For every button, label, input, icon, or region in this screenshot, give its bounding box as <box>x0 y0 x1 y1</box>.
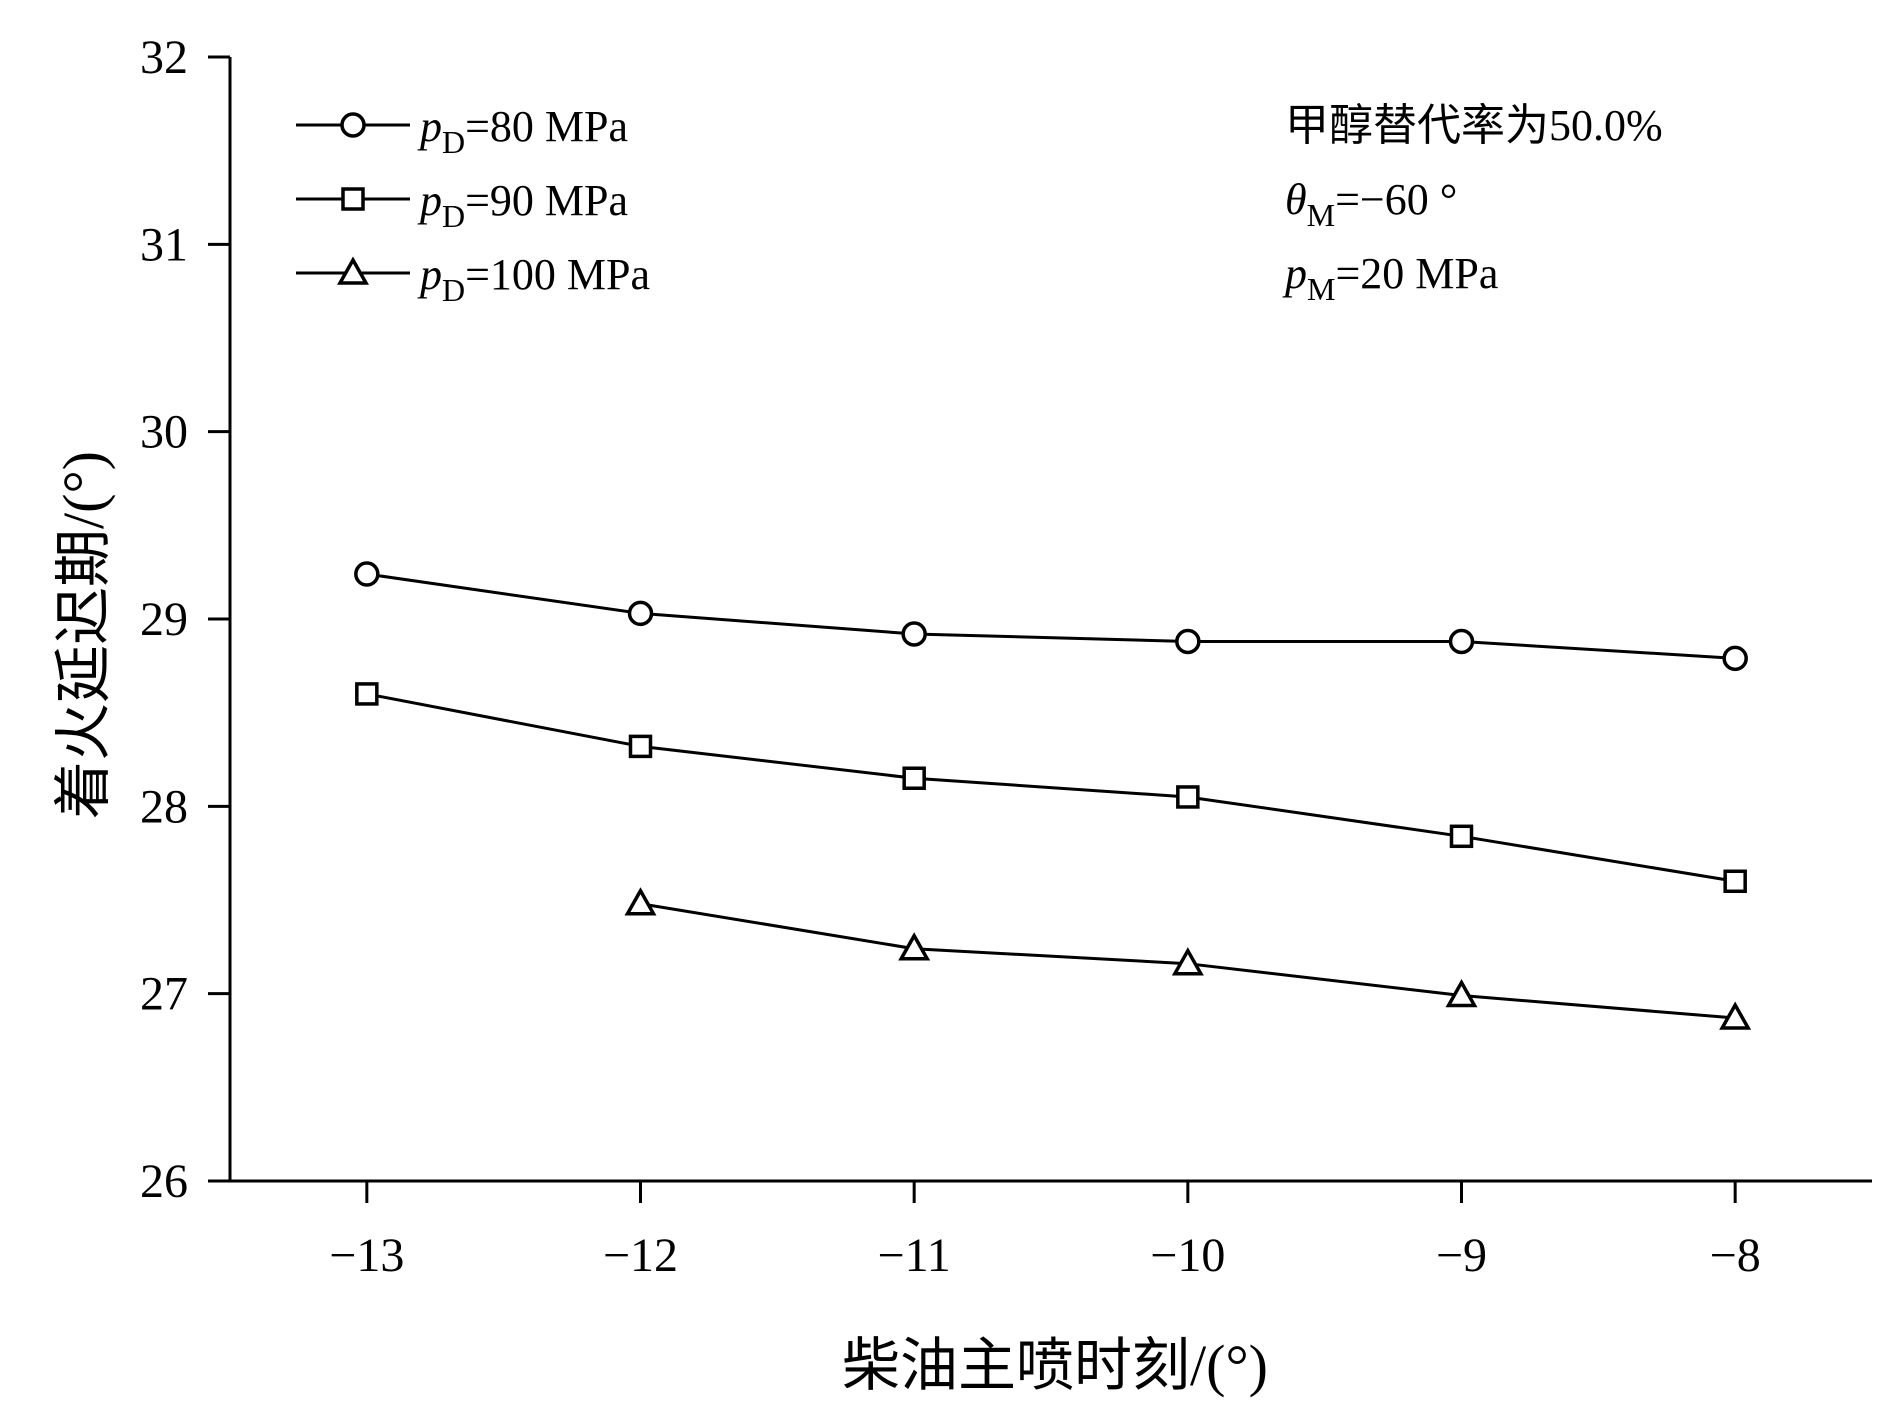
legend-item: pD=90 MPa <box>296 176 628 234</box>
series-square <box>355 682 1747 894</box>
x-tick-label: −9 <box>1436 1229 1487 1282</box>
annotation-text: θM=−60 ° <box>1285 175 1457 233</box>
legend: pD=80 MPa pD=90 MPa pD=100 MPa <box>296 102 650 308</box>
x-tick-label: −13 <box>329 1229 404 1282</box>
annotation-text: 甲醇替代率为50.0% <box>1285 101 1663 150</box>
legend-label: pD=100 MPa <box>417 250 650 308</box>
data-point-triangle <box>898 932 931 961</box>
data-point-circle <box>340 112 366 138</box>
y-tick-label: 31 <box>140 218 188 271</box>
series-triangle <box>624 887 1752 1030</box>
data-point-square <box>1449 824 1474 849</box>
data-point-circle <box>1722 645 1748 672</box>
data-point-circle <box>901 621 927 647</box>
y-tick-label: 26 <box>140 1155 188 1208</box>
x-tick-label: −10 <box>1150 1229 1225 1282</box>
data-point-circle <box>1448 628 1475 655</box>
x-tick-label: −11 <box>878 1229 951 1282</box>
axis-ticks: 26 27 28 29 30 31 32 −13 −12 −11 −10 −9 −8 <box>140 31 1761 1282</box>
y-tick-label: 32 <box>140 31 188 84</box>
x-tick-label: −12 <box>603 1229 678 1282</box>
data-point-square <box>902 766 926 790</box>
y-tick-label: 30 <box>140 406 188 459</box>
data-point-triangle <box>1719 1001 1752 1030</box>
axes <box>228 57 1872 1183</box>
series-line <box>366 692 1736 883</box>
legend-label: pD=80 MPa <box>417 102 628 160</box>
data-series <box>354 561 1752 1030</box>
y-axis-title: 着火延迟期/(°) <box>51 451 116 819</box>
data-point-square <box>1723 869 1747 894</box>
data-point-triangle <box>1171 947 1204 976</box>
y-tick-label: 27 <box>140 968 188 1021</box>
annotations: 甲醇替代率为50.0% θM=−60 ° pM=20 MPa <box>1282 101 1663 307</box>
data-point-triangle <box>1445 978 1478 1008</box>
x-axis-title: 柴油主喷时刻/(°) <box>842 1333 1268 1398</box>
y-tick-label: 28 <box>140 780 188 833</box>
data-point-square <box>355 682 379 706</box>
series-line <box>366 572 1736 660</box>
data-point-circle <box>1175 628 1201 655</box>
annotation-text: pM=20 MPa <box>1282 249 1498 307</box>
legend-item: pD=100 MPa <box>296 250 650 308</box>
legend-label: pD=90 MPa <box>417 176 628 234</box>
data-point-triangle <box>624 887 657 916</box>
y-tick-label: 29 <box>140 593 188 646</box>
data-point-triangle <box>337 256 369 285</box>
data-point-circle <box>354 561 380 587</box>
x-tick-label: −8 <box>1710 1229 1761 1282</box>
data-point-square <box>628 734 653 759</box>
legend-item: pD=80 MPa <box>296 102 628 160</box>
data-point-circle <box>627 600 654 627</box>
data-point-square <box>341 187 365 211</box>
data-point-square <box>1176 785 1200 809</box>
series-circle <box>354 561 1748 672</box>
